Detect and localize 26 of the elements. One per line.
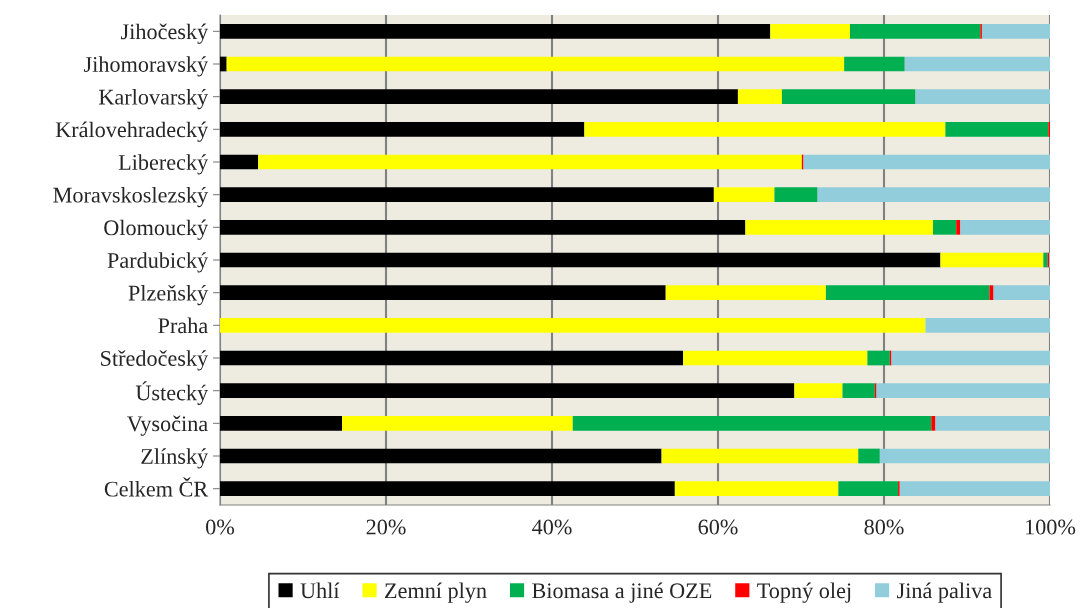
y-tick-label: Karlovarský (98, 88, 209, 110)
y-tick-label: Zlínský (141, 448, 209, 469)
x-tick-label: 20% (366, 519, 406, 535)
x-tick-label: 0% (206, 519, 235, 535)
y-tick-label: Moravskoslezský (53, 186, 209, 208)
x-tick-label: 40% (532, 519, 572, 535)
legend-label: Jiná paliva (897, 582, 992, 603)
legend-label: Zemní plyn (385, 582, 487, 603)
legend-label: Topný olej (757, 582, 851, 603)
x-tick-label: 100% (1026, 519, 1076, 535)
y-tick-label: Olomoucký (104, 219, 209, 240)
y-tick-label: Liberecký (118, 154, 209, 175)
y-tick-label: Jihomoravský (83, 56, 209, 77)
y-tick-label: Praha (158, 317, 208, 334)
y-tick-label: Ústecký (135, 381, 209, 405)
y-tick-label: Pardubický (107, 252, 209, 273)
y-tick-label: Jihočeský (121, 23, 209, 44)
legend-label: Biomasa a jiné OZE (532, 582, 712, 603)
x-tick-label: 80% (864, 519, 904, 535)
y-tick-label: Královehradecký (55, 121, 209, 142)
y-tick-label: Vysočina (126, 415, 208, 436)
x-tick-label: 60% (698, 519, 738, 535)
y-tick-label: Středočeský (101, 350, 209, 371)
legend-label: Uhlí (300, 582, 340, 599)
y-tick-label: Celkem ČR (104, 477, 209, 497)
y-tick-label: Plzeňský (128, 284, 209, 306)
